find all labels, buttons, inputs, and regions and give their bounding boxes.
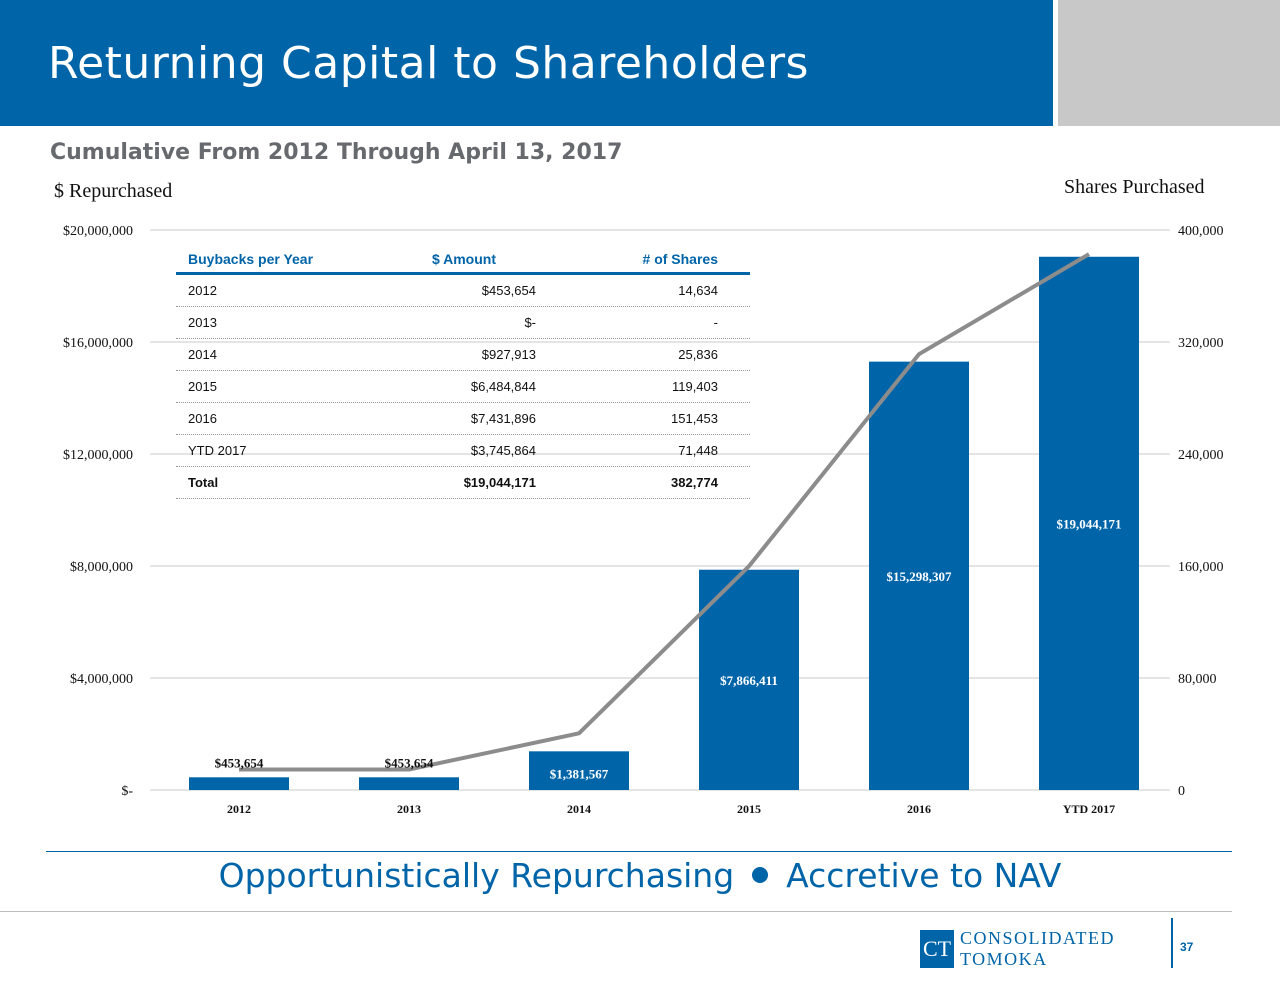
- table-cell-amount: $3,745,864: [470, 443, 536, 458]
- logo-line-2: TOMOKA: [960, 949, 1048, 969]
- table-cell-shares: -: [713, 315, 718, 330]
- buyback-table: Buybacks per Year $ Amount # of Shares 2…: [176, 246, 750, 499]
- tagline-left: Opportunistically Repurchasing: [218, 856, 735, 895]
- table-cell-amount: $6,484,844: [470, 379, 536, 394]
- bar-data-label: $1,381,567: [550, 766, 609, 781]
- table-total-label: Total: [188, 475, 219, 490]
- right-axis-title: Shares Purchased: [1064, 176, 1205, 198]
- table-cell-shares: 14,634: [678, 283, 718, 298]
- bar: [189, 777, 289, 790]
- footer-rule-top: [46, 851, 1232, 852]
- page-subtitle: Cumulative From 2012 Through April 13, 2…: [50, 140, 623, 165]
- table-header-amount: $ Amount: [431, 251, 497, 267]
- x-tick-label: YTD 2017: [1063, 802, 1115, 816]
- table-row: 2012 $453,654 14,634: [176, 275, 750, 307]
- bar: [529, 751, 629, 790]
- logo-mark: CT: [920, 930, 954, 968]
- title-bar-accent: [1058, 0, 1280, 126]
- page-number: 37: [1180, 940, 1194, 954]
- table-total-shares: 382,774: [671, 475, 718, 490]
- x-tick-label: 2016: [907, 802, 931, 816]
- logo-divider: [1171, 918, 1173, 968]
- bar: [869, 361, 969, 790]
- y2-tick-label: 240,000: [1178, 448, 1224, 463]
- title-bar: [0, 0, 1053, 126]
- x-tick-label: 2015: [737, 802, 761, 816]
- bar: [1039, 256, 1139, 791]
- table-cell-shares: 25,836: [678, 347, 718, 362]
- table-cell-shares: 71,448: [678, 443, 718, 458]
- bar-data-label: $7,866,411: [720, 673, 778, 688]
- y-tick-label: $-: [121, 784, 133, 799]
- footer-rule-bottom: [0, 911, 1232, 912]
- bar-data-label: $19,044,171: [1057, 516, 1122, 531]
- y-tick-label: $8,000,000: [70, 560, 133, 575]
- table-cell-amount: $-: [524, 315, 536, 330]
- y2-tick-label: 400,000: [1178, 224, 1224, 239]
- table-cell-year: 2015: [188, 379, 217, 394]
- table-cell-year: YTD 2017: [188, 443, 247, 458]
- logo-line-1: CONSOLIDATED: [960, 928, 1115, 948]
- bullet-dot-icon: [752, 866, 769, 883]
- y-tick-label: $16,000,000: [63, 336, 133, 351]
- y2-tick-label: 80,000: [1178, 672, 1217, 687]
- y2-tick-label: 160,000: [1178, 560, 1224, 575]
- left-axis-title: $ Repurchased: [54, 180, 173, 202]
- company-logo: CT CONSOLIDATED TOMOKA: [920, 928, 1140, 972]
- bar-data-label: $453,654: [215, 755, 264, 770]
- y-tick-label: $4,000,000: [70, 672, 133, 687]
- bar-data-label: $15,298,307: [887, 569, 953, 584]
- table-cell-amount: $453,654: [481, 283, 536, 298]
- table-row: 2015 $6,484,844 119,403: [176, 371, 750, 403]
- table-row: 2016 $7,431,896 151,453: [176, 403, 750, 435]
- table-row: 2014 $927,913 25,836: [176, 339, 750, 371]
- buyback-chart: $- 0 $4,000,000 80,000 $8,000,000 160,000 $12,…: [63, 224, 1224, 816]
- table-cell-amount: $7,431,896: [470, 411, 536, 426]
- y-tick-label: $20,000,000: [63, 224, 133, 239]
- table-total-row: Total $19,044,171 382,774: [176, 467, 750, 499]
- table-cell-shares: 119,403: [671, 379, 718, 394]
- page-title: Returning Capital to Shareholders: [48, 38, 809, 89]
- table-cell-year: 2013: [188, 315, 217, 330]
- table-cell-year: 2016: [188, 411, 217, 426]
- x-tick-label: 2013: [397, 802, 421, 816]
- y-tick-label: $12,000,000: [63, 448, 133, 463]
- x-tick-label: 2012: [227, 802, 251, 816]
- shares-line: [239, 252, 1091, 772]
- bar-data-label: $453,654: [385, 755, 434, 770]
- bar: [359, 777, 459, 790]
- table-cell-year: 2014: [188, 347, 217, 362]
- table-cell-year: 2012: [188, 283, 217, 298]
- y2-tick-label: 320,000: [1178, 336, 1224, 351]
- table-header-shares: # of Shares: [642, 251, 718, 267]
- bar: [699, 569, 799, 790]
- table-cell-amount: $927,913: [481, 347, 536, 362]
- y2-tick-label: 0: [1178, 784, 1185, 799]
- x-tick-label: 2014: [567, 802, 591, 816]
- table-row: YTD 2017 $3,745,864 71,448: [176, 435, 750, 467]
- logo-text: CONSOLIDATED TOMOKA: [960, 928, 1115, 970]
- table-cell-shares: 151,453: [671, 411, 718, 426]
- table-header-year: Buybacks per Year: [188, 251, 314, 267]
- tagline-right: Accretive to NAV: [786, 856, 1062, 895]
- table-total-amount: $19,044,171: [463, 475, 536, 490]
- table-row: 2013 $- -: [176, 307, 750, 339]
- tagline: Opportunistically Repurchasing Accretive …: [0, 856, 1280, 895]
- table-header: Buybacks per Year $ Amount # of Shares: [176, 246, 750, 275]
